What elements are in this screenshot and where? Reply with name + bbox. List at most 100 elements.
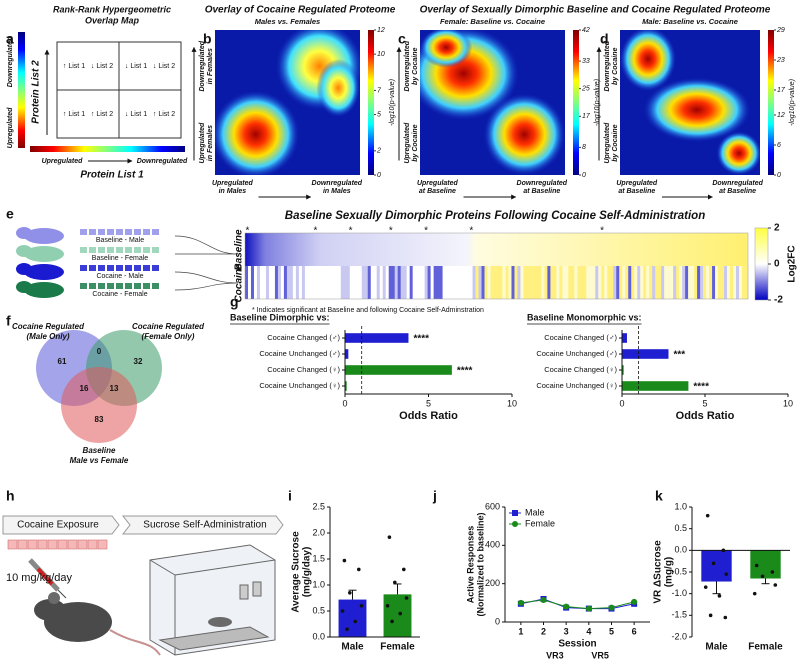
axis-end-label: Upregulated [404, 122, 411, 164]
colorbar-label: -log10(p-value) [594, 79, 601, 126]
heatmap-cell [472, 266, 476, 299]
data-point [387, 535, 392, 539]
heatmap-cell [370, 266, 375, 299]
heatmap-cell [691, 266, 695, 299]
heatmap-cell [334, 266, 339, 299]
heatmap-cell [718, 266, 722, 299]
heatmap-cell [394, 266, 398, 299]
venn-count: 61 [58, 357, 67, 366]
colorbar-tick-label: 23 [776, 57, 785, 64]
significance-star: * [424, 226, 428, 237]
heatmap-cell [658, 266, 662, 299]
colorbar-tick-label: 0 [377, 172, 381, 179]
heatmap-cell [451, 266, 455, 299]
protein-block [152, 247, 159, 253]
marker [608, 604, 615, 611]
colorbar-label: -log10(p-value) [789, 79, 796, 126]
axis-end-label: at Baseline [523, 188, 560, 195]
colorbar-tick-label: 12 [777, 112, 785, 119]
panel-letter: a [6, 31, 14, 47]
heatmap-cell [256, 266, 261, 299]
heatmap-cell [301, 266, 306, 299]
data-point [357, 567, 361, 572]
heatmap-cell [448, 266, 452, 299]
heatmap-cell [559, 266, 563, 299]
heatmap-cell [406, 266, 410, 299]
x-tick-label: 5 [609, 626, 614, 636]
heatmap-cell [712, 266, 716, 299]
bar [622, 333, 627, 343]
axis-end-label: by Cocaine [412, 124, 419, 161]
heatmap-region [215, 90, 300, 175]
significance-label: **** [457, 366, 473, 377]
heatmap-cell [598, 266, 602, 299]
bar [622, 349, 669, 359]
protein-block [152, 265, 159, 271]
category-label: Cocaine Unchanged (♂) [536, 349, 617, 358]
colorbar-tick-label: 0 [777, 172, 781, 179]
axis-end-label: Upregulated [7, 107, 14, 149]
axis-end-label: at Baseline [419, 188, 456, 195]
protein-block [80, 283, 87, 289]
heatmap-cell [340, 266, 345, 299]
heatmap-cell [352, 266, 357, 299]
heatmap-cell [640, 266, 644, 299]
connector [174, 271, 239, 291]
bar [345, 365, 452, 375]
heatmap-cell [511, 266, 515, 299]
heatmap-cell [310, 266, 315, 299]
group-label: Cocaine - Male [96, 273, 143, 280]
heatmap-region [620, 30, 676, 91]
venn-label: Cocaine Regulated [132, 322, 205, 331]
heatmap-cell [367, 266, 372, 299]
heatmap-cell [739, 266, 743, 299]
colorbar [754, 227, 769, 301]
step-box [121, 515, 284, 535]
heatmap-cell [433, 266, 437, 299]
heatmap-cell [715, 266, 719, 299]
heatmap-cell [466, 266, 470, 299]
heatmap-cell [427, 266, 431, 299]
heatmap-cell [454, 266, 458, 299]
heatmap-cell [280, 266, 285, 299]
mouse-icon [24, 246, 64, 262]
y-tick-label: 200 [485, 578, 500, 588]
heatmap-cell [697, 266, 701, 299]
heatmap-cell [670, 266, 674, 299]
heatmap-region [483, 93, 565, 175]
panel-letter: k [655, 488, 663, 504]
significance-star: * [469, 226, 473, 237]
axis-label: Protein List 1 [80, 170, 144, 181]
dose-label: 10 mg/kg/day [6, 572, 73, 584]
venn-count: 16 [80, 384, 89, 393]
heatmap-cell [607, 266, 611, 299]
heatmap-cell [463, 266, 467, 299]
bar [750, 550, 781, 579]
heatmap-cell [502, 266, 506, 299]
marker [563, 603, 570, 610]
quadrant-label: ↑ List 1 [63, 63, 85, 70]
protein-block [116, 283, 123, 289]
heatmap-cell [304, 266, 309, 299]
data-point [345, 627, 349, 631]
panel-letter: h [6, 488, 15, 504]
heatmap-cell [700, 266, 704, 299]
mouse-icon [16, 281, 32, 293]
protein-block [116, 229, 123, 235]
y-tick-label: 0.0 [674, 545, 687, 555]
step-label: Cocaine Exposure [17, 520, 99, 531]
heatmap-cell [661, 266, 665, 299]
significance-star: * [313, 226, 317, 237]
axis-end-label: Downregulated [7, 36, 14, 87]
axis-end-label: Upregulated [199, 122, 206, 164]
heatmap-cell [583, 266, 587, 299]
axis-end-label: in Females [207, 125, 214, 161]
heatmap-cell [361, 266, 366, 299]
data-point [708, 613, 713, 618]
heatmap-cell [727, 266, 731, 299]
heatmap-cell [592, 266, 596, 299]
heatmap-cell [283, 266, 288, 299]
heatmap-cell [481, 266, 485, 299]
heatmap-cell [418, 266, 422, 299]
